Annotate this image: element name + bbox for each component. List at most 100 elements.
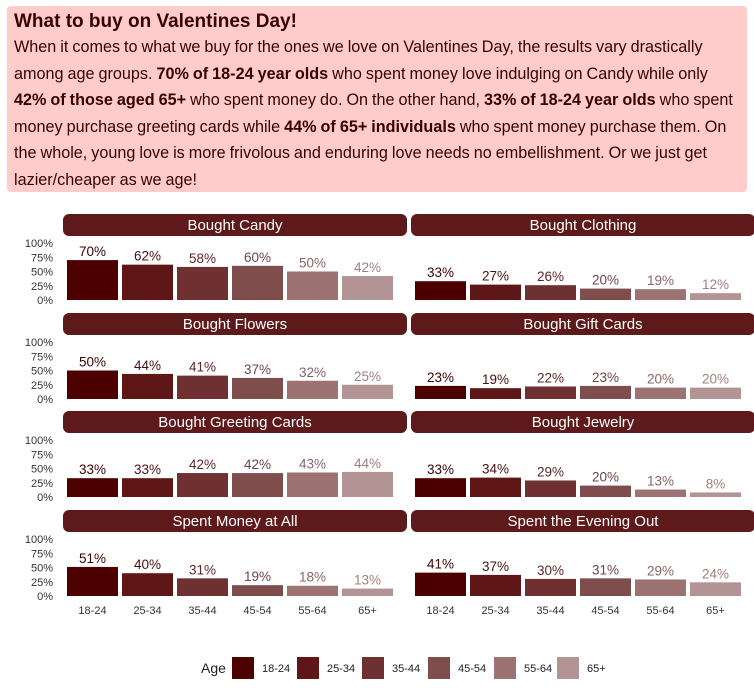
data-label: 20% — [647, 372, 674, 387]
x-tick-label: 45-54 — [591, 605, 619, 617]
data-label: 8% — [706, 476, 726, 491]
bar — [177, 578, 228, 596]
bar — [525, 578, 576, 596]
bar — [690, 582, 741, 596]
bar — [342, 276, 393, 300]
bar — [690, 492, 741, 497]
data-label: 42% — [354, 260, 381, 275]
data-label: 31% — [592, 562, 619, 577]
header-highlight: 33% of 18-24 year olds — [483, 91, 656, 109]
data-label: 29% — [647, 563, 674, 578]
facet-strip — [63, 313, 407, 335]
legend-swatch — [557, 657, 579, 679]
bar — [580, 288, 631, 300]
bar — [580, 578, 631, 596]
bar — [415, 385, 466, 399]
data-label: 19% — [482, 372, 509, 387]
bar — [122, 264, 173, 300]
data-label: 40% — [134, 557, 161, 572]
y-tick-label: 75% — [31, 351, 53, 363]
legend-label: 18-24 — [262, 663, 290, 675]
y-tick-label: 25% — [31, 577, 53, 589]
x-tick-label: 55-64 — [646, 605, 674, 617]
legend-swatch — [362, 657, 384, 679]
data-label: 29% — [537, 464, 564, 479]
x-tick-label: 65+ — [706, 605, 725, 617]
data-label: 13% — [647, 474, 674, 489]
data-label: 33% — [427, 462, 454, 477]
bar — [232, 377, 283, 399]
y-tick-label: 25% — [31, 478, 53, 490]
data-label: 27% — [482, 269, 509, 284]
data-label: 42% — [189, 457, 216, 472]
header-text: who spent money purchase greeting cards … — [14, 91, 733, 136]
legend-label: 45-54 — [458, 663, 486, 675]
facet-title: Spent Money at All — [172, 513, 297, 530]
x-tick-label: 25-34 — [133, 605, 161, 617]
y-tick-label: 25% — [31, 281, 53, 293]
facet-strip — [411, 411, 754, 433]
legend-swatch — [428, 657, 450, 679]
header-highlight: 44% of 65+ individuals — [284, 117, 456, 136]
facet-strip — [63, 510, 407, 532]
data-label: 25% — [354, 369, 381, 384]
data-label: 50% — [79, 355, 106, 370]
legend-label: 65+ — [587, 663, 606, 675]
data-label: 12% — [702, 277, 729, 292]
data-label: 19% — [244, 569, 271, 584]
bar — [122, 373, 173, 399]
data-label: 20% — [592, 470, 619, 485]
data-label: 58% — [189, 251, 216, 266]
facet-strip — [411, 313, 754, 335]
data-label: 26% — [537, 269, 564, 284]
y-tick-label: 100% — [25, 238, 53, 250]
bar — [232, 585, 283, 596]
x-tick-label: 45-54 — [243, 605, 271, 617]
bar — [525, 480, 576, 497]
bar — [67, 260, 118, 300]
data-label: 31% — [189, 562, 216, 577]
y-tick-label: 100% — [25, 337, 53, 349]
legend-label: 55-64 — [524, 663, 552, 675]
facet-strip — [411, 510, 754, 532]
data-label: 13% — [354, 573, 381, 588]
header-text: who spent money love indulging on Candy … — [328, 64, 708, 83]
bar — [415, 478, 466, 497]
header-text: who spent money do. On the other hand, — [186, 91, 484, 109]
bar — [690, 293, 741, 300]
data-label: 44% — [134, 358, 161, 373]
bar — [580, 385, 631, 399]
bar — [690, 387, 741, 399]
bar — [177, 266, 228, 300]
data-label: 37% — [482, 559, 509, 574]
bar — [342, 384, 393, 399]
data-label: 20% — [592, 273, 619, 288]
header-body: When it comes to what we buy for the one… — [14, 34, 740, 193]
legend-swatch — [297, 657, 319, 679]
data-label: 20% — [702, 372, 729, 387]
data-label: 62% — [134, 249, 161, 264]
data-label: 23% — [592, 370, 619, 385]
bar — [287, 472, 338, 497]
data-label: 70% — [79, 244, 106, 259]
y-tick-label: 50% — [31, 267, 53, 279]
bar — [342, 471, 393, 497]
data-label: 23% — [427, 370, 454, 385]
header-highlight: 70% of 18-24 year olds — [156, 64, 329, 83]
x-tick-label: 35-44 — [188, 605, 216, 617]
data-label: 37% — [244, 362, 271, 377]
y-tick-label: 50% — [31, 366, 53, 378]
data-label: 41% — [189, 360, 216, 375]
x-tick-label: 35-44 — [536, 605, 564, 617]
x-tick-label: 18-24 — [426, 605, 454, 617]
data-label: 44% — [354, 456, 381, 471]
legend-swatch — [232, 657, 254, 679]
data-label: 42% — [244, 457, 271, 472]
facet-title: Bought Gift Cards — [523, 316, 642, 333]
header-text: When it comes to what we buy for the one… — [14, 38, 703, 83]
bar — [470, 284, 521, 300]
data-label: 33% — [79, 462, 106, 477]
bar — [67, 566, 118, 596]
bar — [415, 281, 466, 300]
data-label: 33% — [427, 265, 454, 280]
